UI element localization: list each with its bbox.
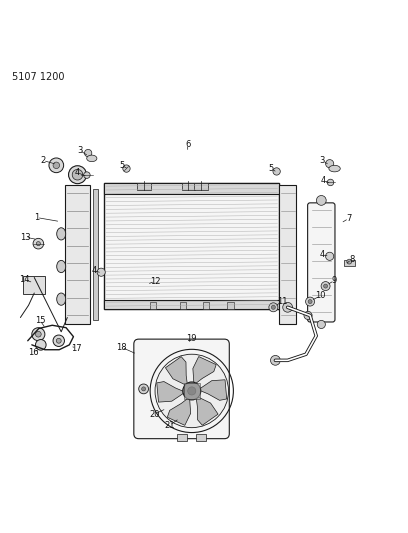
Bar <box>194 183 208 190</box>
Circle shape <box>142 387 146 391</box>
Circle shape <box>326 159 334 168</box>
Circle shape <box>32 328 45 341</box>
Bar <box>182 183 195 190</box>
Text: 18: 18 <box>116 343 127 352</box>
Bar <box>344 260 355 265</box>
Ellipse shape <box>57 228 66 240</box>
Polygon shape <box>167 397 191 425</box>
Text: 8: 8 <box>349 255 355 264</box>
FancyBboxPatch shape <box>134 339 229 439</box>
Ellipse shape <box>57 261 66 272</box>
Ellipse shape <box>329 165 340 172</box>
Circle shape <box>35 332 41 337</box>
Circle shape <box>347 259 352 264</box>
Text: 4: 4 <box>91 266 96 275</box>
Circle shape <box>327 179 334 185</box>
Bar <box>279 185 296 324</box>
Text: 2: 2 <box>40 156 45 165</box>
Text: 17: 17 <box>71 344 82 353</box>
Text: 4: 4 <box>321 175 326 184</box>
Text: 5107 1200: 5107 1200 <box>12 72 65 82</box>
Circle shape <box>139 384 149 394</box>
Bar <box>196 434 206 441</box>
Text: 12: 12 <box>150 277 160 286</box>
Text: 4: 4 <box>75 168 80 177</box>
Circle shape <box>49 158 64 173</box>
Circle shape <box>84 149 92 157</box>
Text: 4: 4 <box>320 250 325 259</box>
Text: 5: 5 <box>119 161 124 170</box>
Circle shape <box>53 335 64 346</box>
Text: 21: 21 <box>164 421 175 430</box>
Circle shape <box>33 238 44 249</box>
Circle shape <box>36 241 40 246</box>
Circle shape <box>269 303 278 312</box>
Circle shape <box>53 162 60 168</box>
Polygon shape <box>157 382 185 402</box>
Circle shape <box>306 297 315 306</box>
Bar <box>150 302 156 309</box>
FancyBboxPatch shape <box>308 203 335 322</box>
Polygon shape <box>196 396 218 425</box>
Circle shape <box>97 268 105 276</box>
Circle shape <box>56 338 61 343</box>
Circle shape <box>308 300 312 304</box>
Text: 6: 6 <box>185 140 191 149</box>
Text: 3: 3 <box>77 146 82 155</box>
Text: 14: 14 <box>19 275 30 284</box>
Circle shape <box>326 252 334 261</box>
Circle shape <box>304 311 312 320</box>
Circle shape <box>72 169 83 180</box>
Circle shape <box>84 172 90 179</box>
Bar <box>202 302 209 309</box>
Bar <box>104 183 279 309</box>
Circle shape <box>271 356 280 365</box>
Bar <box>137 183 151 190</box>
Circle shape <box>324 284 328 288</box>
Circle shape <box>317 196 326 205</box>
Text: 10: 10 <box>315 292 326 301</box>
Ellipse shape <box>57 293 66 305</box>
Text: 13: 13 <box>20 232 31 241</box>
Circle shape <box>273 168 280 175</box>
Circle shape <box>155 354 228 427</box>
Text: 7: 7 <box>346 214 352 223</box>
Polygon shape <box>193 357 216 385</box>
Text: 9: 9 <box>332 276 337 285</box>
Bar <box>93 189 98 320</box>
Circle shape <box>283 302 293 312</box>
Bar <box>65 185 90 324</box>
Polygon shape <box>198 379 227 400</box>
Bar <box>180 302 186 309</box>
Text: 15: 15 <box>35 316 45 325</box>
Bar <box>227 302 234 309</box>
Text: 19: 19 <box>186 334 196 343</box>
Circle shape <box>35 340 46 350</box>
Bar <box>177 434 187 441</box>
Circle shape <box>188 387 196 395</box>
Text: 20: 20 <box>149 410 160 419</box>
Polygon shape <box>165 357 188 386</box>
Circle shape <box>321 281 330 290</box>
Circle shape <box>183 382 201 400</box>
Text: 5: 5 <box>269 164 274 173</box>
Circle shape <box>69 166 86 184</box>
FancyBboxPatch shape <box>23 276 45 294</box>
Bar <box>104 301 279 309</box>
Circle shape <box>317 320 326 328</box>
Text: 1: 1 <box>34 213 39 222</box>
Bar <box>104 183 279 195</box>
Bar <box>184 383 200 399</box>
Ellipse shape <box>86 155 97 161</box>
Circle shape <box>123 165 130 172</box>
Circle shape <box>271 305 275 309</box>
Text: 16: 16 <box>28 348 39 357</box>
Text: 11: 11 <box>277 297 288 306</box>
Text: 3: 3 <box>319 156 325 165</box>
